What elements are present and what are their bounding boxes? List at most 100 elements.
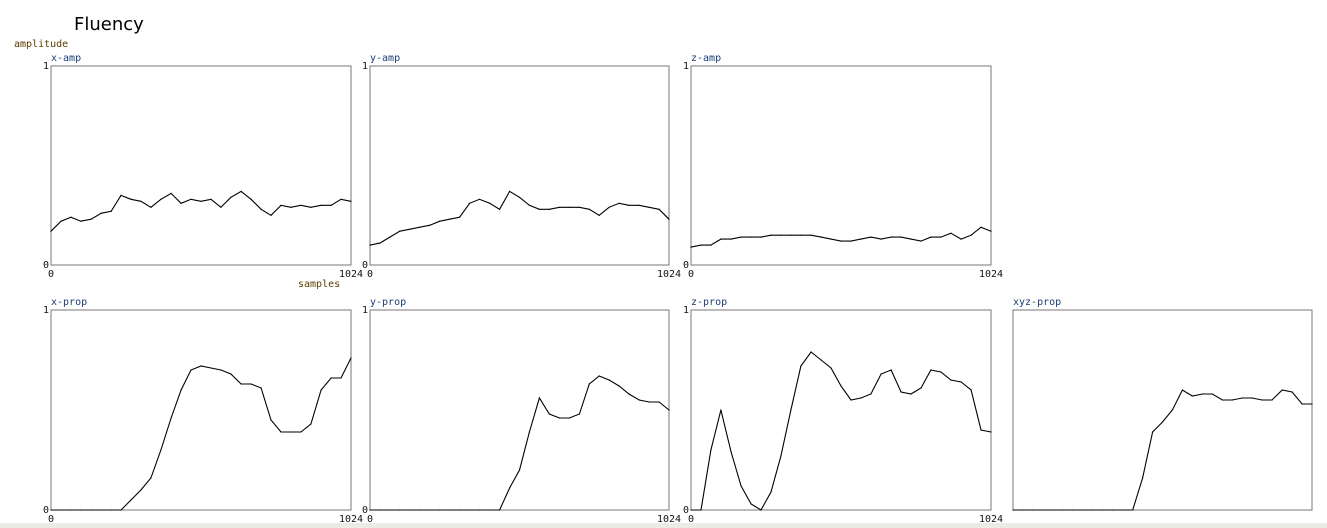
data-point (1012, 509, 1014, 511)
data-point (990, 230, 992, 232)
panel-title: x-amp (51, 53, 81, 64)
data-point (250, 383, 252, 385)
data-point (409, 228, 411, 230)
data-point (1191, 395, 1193, 397)
panel-x-prop: x-prop 0 1 0 1024 (43, 297, 363, 525)
data-point (920, 387, 922, 389)
data-point (469, 202, 471, 204)
data-point (210, 367, 212, 369)
data-point (750, 236, 752, 238)
data-point (1092, 509, 1094, 511)
y-tick-label: 1 (683, 305, 689, 316)
data-point (509, 190, 511, 192)
data-point (509, 487, 511, 489)
data-point (130, 499, 132, 501)
data-point (190, 369, 192, 371)
data-point (860, 238, 862, 240)
plot-frame (369, 309, 670, 511)
data-point (409, 509, 411, 511)
data-point (668, 409, 670, 411)
plot-frame (690, 65, 992, 266)
data-point (160, 449, 162, 451)
data-point (548, 413, 550, 415)
data-point (1062, 509, 1064, 511)
data-point (900, 236, 902, 238)
data-point (830, 238, 832, 240)
data-point (60, 220, 62, 222)
data-point (120, 194, 122, 196)
data-point (200, 200, 202, 202)
data-point (1311, 403, 1313, 405)
data-point (1121, 509, 1124, 511)
data-point (300, 431, 302, 433)
data-point (1291, 391, 1293, 393)
x-tick-label: 1024 (657, 514, 681, 525)
data-point (350, 357, 352, 359)
data-point (190, 198, 192, 200)
x-tick-label: 1024 (339, 269, 363, 280)
data-point (200, 365, 202, 367)
data-point (1231, 399, 1233, 401)
figure-title: Fluency (74, 14, 144, 35)
data-point (800, 365, 802, 367)
data-point (730, 238, 732, 240)
data-point (270, 419, 272, 421)
data-point (1112, 509, 1114, 511)
data-point (760, 509, 762, 511)
data-point (588, 383, 590, 385)
data-point (628, 204, 630, 206)
data-point (379, 242, 381, 244)
data-point (608, 206, 610, 208)
panel-y-prop: y-prop 0 1 0 1024 (362, 297, 681, 525)
data-point (900, 391, 902, 393)
x-tick-label: 0 (688, 514, 694, 525)
data-point (940, 371, 942, 373)
data-point (980, 429, 982, 431)
data-point (350, 200, 352, 202)
data-point (668, 218, 670, 220)
data-point (90, 509, 92, 511)
data-point (310, 423, 312, 425)
data-point (720, 409, 722, 411)
data-point (1281, 389, 1283, 391)
data-point (528, 431, 531, 433)
data-point (790, 409, 792, 411)
data-point (419, 509, 421, 511)
panel-z-prop: z-prop 0 1 0 1024 (683, 297, 1003, 525)
data-point (568, 417, 571, 419)
y-tick-label: 0 (362, 505, 368, 516)
data-point (1241, 397, 1243, 399)
data-point (770, 234, 772, 236)
plot-frame (1012, 309, 1313, 511)
data-point (210, 198, 212, 200)
data-point (1042, 509, 1044, 511)
data-point (910, 393, 912, 395)
data-point (230, 196, 232, 198)
data-point (558, 206, 561, 208)
data-point (810, 234, 812, 236)
data-point (300, 204, 302, 206)
data-point (598, 214, 600, 216)
data-point (1152, 431, 1154, 433)
data-point (1221, 399, 1223, 401)
data-point (150, 206, 152, 208)
data-point (810, 351, 812, 353)
data-point (369, 509, 371, 511)
data-point (740, 236, 742, 238)
plot-frame (690, 309, 992, 511)
data-point (1032, 509, 1034, 511)
data-point (1201, 393, 1204, 395)
data-point (518, 469, 521, 471)
x-axis-label: samples (298, 279, 340, 290)
data-point (1261, 399, 1263, 401)
data-point (459, 509, 461, 511)
data-point (790, 234, 792, 236)
data-point (260, 208, 262, 210)
data-point (429, 224, 431, 226)
data-point (830, 367, 832, 369)
data-point (890, 236, 892, 238)
data-point (628, 393, 630, 395)
data-point (220, 369, 222, 371)
data-point (80, 220, 82, 222)
data-point (960, 238, 962, 240)
